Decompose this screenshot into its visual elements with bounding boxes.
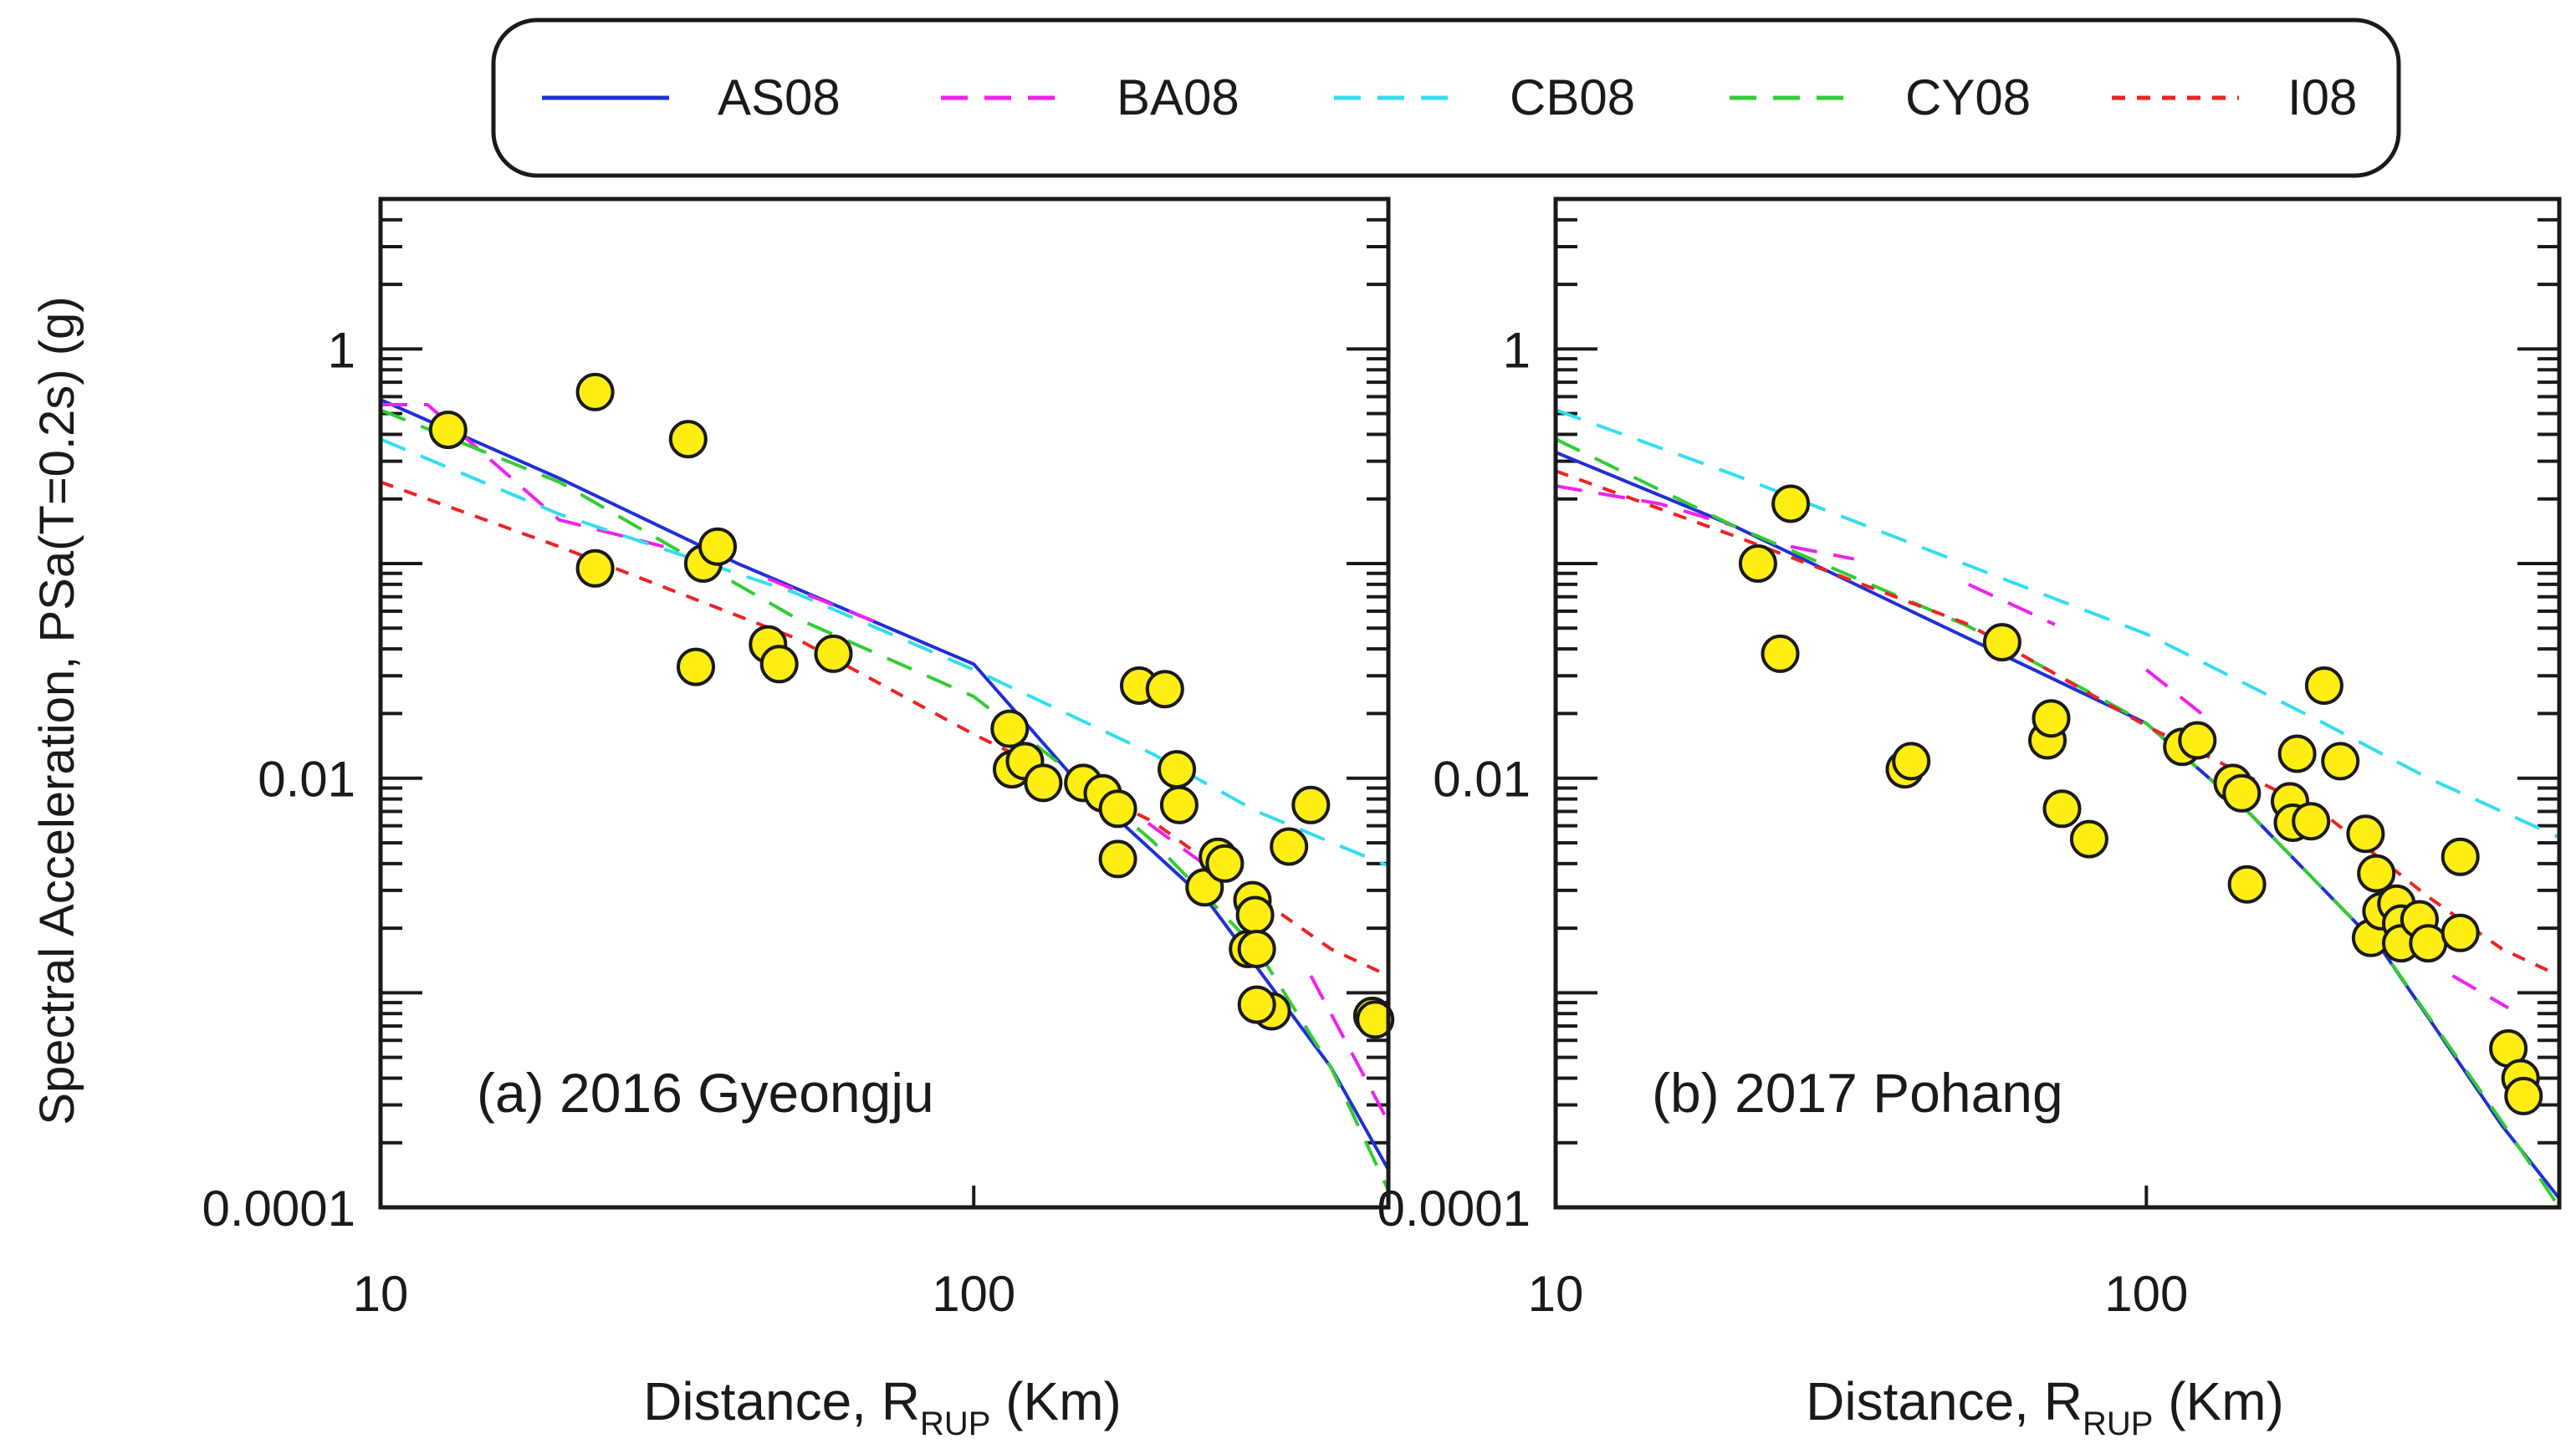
data-point: [1356, 1000, 1395, 1039]
data-point: [2441, 837, 2480, 876]
x-tick-label: 100: [2104, 1266, 2188, 1322]
y-tick-label: 0.0001: [202, 1181, 355, 1237]
legend-label-ba08: BA08: [1117, 69, 1239, 125]
data-point: [668, 420, 708, 459]
x-tick-label: 100: [932, 1266, 1015, 1322]
data-point: [2321, 742, 2360, 781]
data-point: [575, 372, 615, 411]
curve-cb08: [381, 437, 1388, 868]
curve-ba08: [767, 577, 883, 626]
curve-ba08: [1790, 544, 1855, 561]
data-point: [1738, 544, 1777, 583]
panel-title: (a) 2016 Gyeongju: [477, 1062, 934, 1124]
data-point: [1159, 785, 1199, 824]
data-point: [2346, 814, 2385, 854]
data-point: [428, 411, 468, 450]
data-point: [677, 647, 715, 686]
data-point: [1291, 785, 1331, 824]
x-tick-label: 10: [353, 1266, 409, 1322]
data-point: [1205, 844, 1245, 883]
data-point: [1771, 484, 1811, 523]
data-point: [1982, 623, 2021, 662]
data-point: [698, 527, 737, 566]
data-point: [1098, 789, 1137, 829]
data-point: [1145, 670, 1184, 709]
panel-pohang: (b) 2017 Pohang 1 0.01 0.0001 10 100: [1377, 196, 2562, 1322]
data-point: [1024, 763, 1063, 803]
y-tick-label: 1: [328, 322, 355, 378]
curve-ba08: [1967, 583, 2056, 626]
data-point: [1761, 634, 1800, 673]
data-point: [2292, 802, 2331, 841]
panel-gyeongju: (a) 2016 Gyeongju 1 0.01 0.0001 10 100: [202, 196, 1395, 1322]
x-tick-label: 10: [1528, 1266, 1584, 1322]
legend-label-cy08: CY08: [1905, 69, 2031, 125]
data-point: [1098, 839, 1137, 879]
curve-cb08: [1556, 408, 2559, 839]
legend-label-as08: AS08: [718, 69, 841, 125]
data-point: [1237, 985, 1276, 1024]
panel-title: (b) 2017 Pohang: [1652, 1062, 2063, 1124]
data-point: [2409, 924, 2448, 963]
observations: [1738, 484, 2543, 1115]
curve-ba08: [2145, 668, 2216, 725]
data-point: [1158, 750, 1197, 789]
curve-i08: [1556, 469, 2559, 977]
curve-ba08: [1309, 975, 1388, 1123]
model-curves: [1556, 408, 2559, 1207]
data-point: [2227, 865, 2267, 904]
y-tick-label: 1: [1503, 322, 1531, 378]
observations: [428, 372, 1395, 1039]
data-point: [2357, 854, 2396, 893]
data-point: [575, 548, 615, 588]
y-tick-label: 0.01: [1433, 752, 1531, 808]
data-point: [2032, 699, 2071, 738]
y-axis-label: Spectral Acceleration, PSa(T=0.2s) (g): [30, 296, 84, 1125]
data-point: [2042, 789, 2082, 829]
curve-cy08: [1556, 437, 2559, 1207]
data-point: [1892, 742, 1931, 781]
curve-ba08: [1556, 484, 1735, 528]
legend: AS08 BA08 CB08 CY08 I08: [491, 18, 2401, 178]
plot-frame: [378, 196, 1391, 1210]
data-point: [814, 634, 853, 673]
data-point: [2504, 1076, 2543, 1115]
data-point: [1237, 930, 1276, 968]
data-point: [1235, 895, 1275, 935]
data-point: [759, 645, 799, 684]
curve-as08: [381, 398, 1388, 1171]
curve-ba08: [381, 403, 664, 548]
y-tick-label: 0.0001: [1377, 1181, 1531, 1237]
data-point: [2222, 773, 2262, 813]
curve-ba08: [2451, 974, 2510, 1010]
data-point: [2069, 819, 2108, 859]
data-point: [2178, 721, 2217, 760]
x-axis-label-b: Distance, RRUP (Km): [1806, 1371, 2284, 1442]
data-point: [1270, 827, 1309, 866]
y-tick-label: 0.01: [258, 752, 355, 808]
axis-ticks: [379, 197, 1388, 1209]
legend-label-i08: I08: [2287, 69, 2357, 125]
plot-frame: [1553, 196, 2562, 1210]
curve-ba08: [1076, 770, 1211, 870]
legend-label-cb08: CB08: [1510, 69, 1635, 125]
x-axis-label-a: Distance, RRUP (Km): [643, 1371, 1122, 1442]
data-point: [2277, 734, 2317, 773]
data-point: [2304, 666, 2343, 705]
data-point: [2441, 913, 2480, 952]
data-point: [990, 709, 1030, 748]
